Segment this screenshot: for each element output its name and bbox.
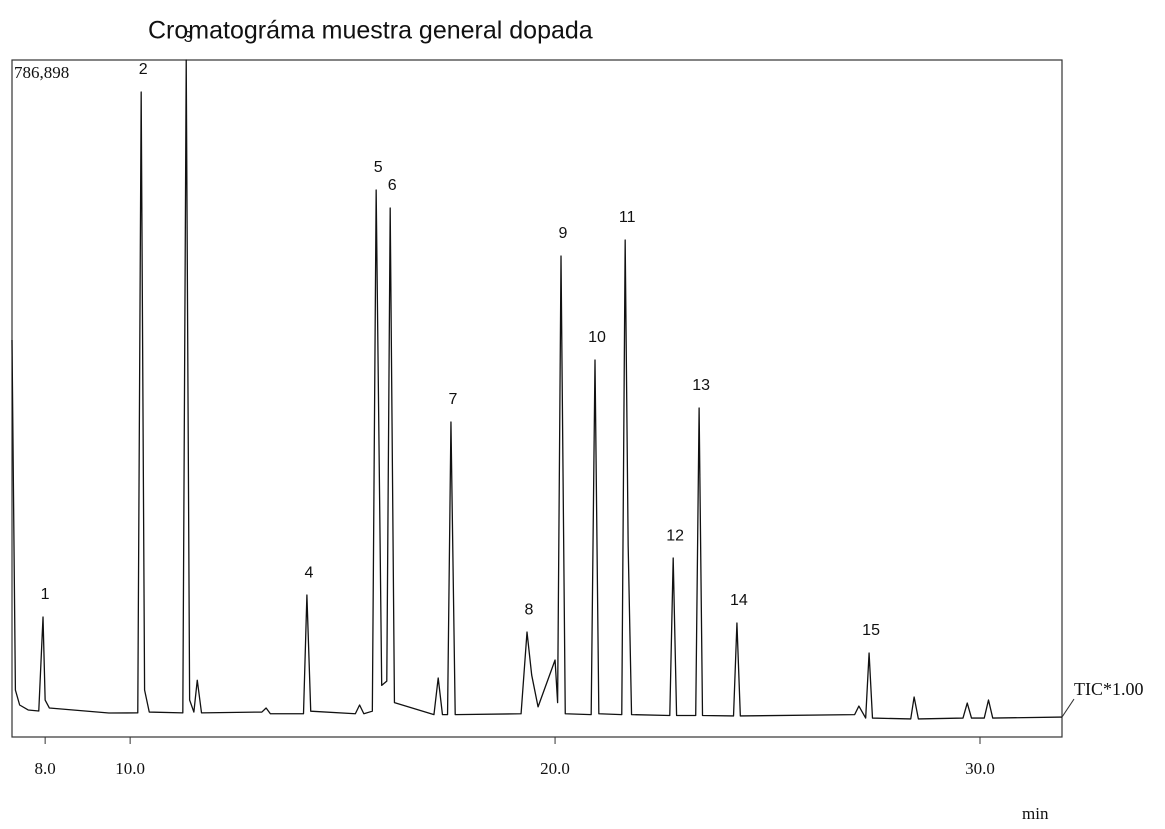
peak-label: 13 [692, 377, 710, 394]
peak-label: 3 [184, 29, 193, 46]
peak-label: 6 [388, 177, 397, 194]
x-tick-label: 8.0 [35, 759, 56, 778]
peak-label: 15 [862, 622, 880, 639]
peak-label: 4 [304, 564, 313, 581]
chart-title: Cromatográma muestra general dopada [148, 17, 593, 45]
peak-label: 1 [41, 586, 50, 603]
peak-label: 12 [666, 527, 684, 544]
peak-label: 14 [730, 592, 748, 609]
peak-label: 9 [559, 225, 568, 242]
series-label: TIC*1.00 [1074, 679, 1144, 699]
x-axis-label: min [1022, 804, 1049, 823]
x-tick-label: 30.0 [965, 759, 995, 778]
y-tick-label: 786,898 [14, 63, 69, 82]
peak-label: 10 [588, 329, 606, 346]
x-tick-label: 10.0 [115, 759, 145, 778]
x-tick-label: 20.0 [540, 759, 570, 778]
peak-label: 2 [139, 61, 148, 78]
peak-label: 8 [525, 601, 534, 618]
plot-frame [11, 59, 1063, 738]
peak-label: 11 [619, 209, 636, 226]
peak-label: 7 [448, 391, 457, 408]
peak-label: 5 [374, 159, 383, 176]
series-label-leader [1061, 698, 1075, 718]
series-line [11, 59, 1063, 720]
